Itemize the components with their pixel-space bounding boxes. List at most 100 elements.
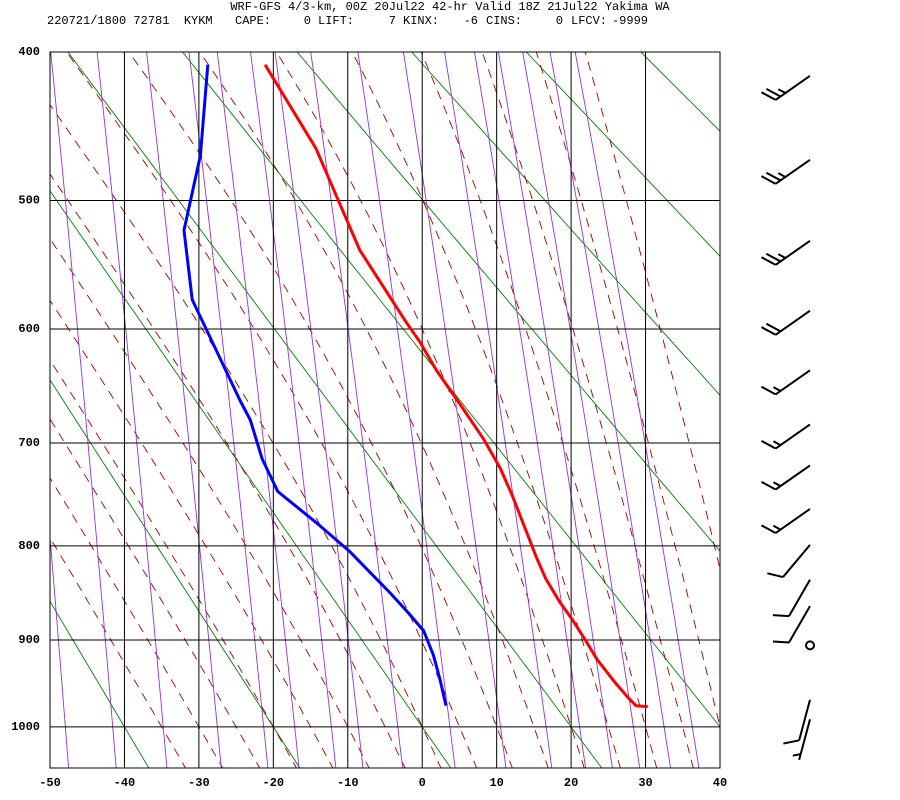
barb-feather <box>772 524 781 531</box>
mixing-ratio-line <box>50 531 70 768</box>
index-value: 7 <box>389 14 396 28</box>
dry-adiabat <box>640 52 720 132</box>
barb-staff <box>788 605 811 643</box>
wind-barb <box>783 699 811 745</box>
moist-adiabat <box>351 52 621 768</box>
dry-adiabat <box>67 52 603 768</box>
mixing-ratio-line <box>274 52 364 768</box>
index-value: -9999 <box>612 14 648 28</box>
barb-staff <box>798 719 811 761</box>
index-label: LIFT: <box>318 14 354 28</box>
moist-adiabat <box>50 238 370 768</box>
x-tick-label: -10 <box>337 776 359 790</box>
station-id: 220721/1800 72781 KYKM <box>47 14 213 28</box>
barb-staff <box>788 579 811 617</box>
x-tick-label: 10 <box>489 776 503 790</box>
dry-adiabat <box>50 600 150 768</box>
mixing-ratio-line <box>402 52 507 768</box>
wind-barb <box>772 605 811 644</box>
mixing-ratio-line <box>310 52 404 768</box>
barb-feather <box>765 322 781 333</box>
moist-adiabat <box>50 103 442 768</box>
wind-barb <box>760 309 811 336</box>
moist-adiabat <box>481 52 694 768</box>
index-label: CAPE: <box>235 14 271 28</box>
barb-feather <box>777 88 786 94</box>
barb-feather <box>760 480 777 491</box>
wind-barb <box>760 423 811 450</box>
mixing-ratio-line <box>549 52 671 768</box>
chart-title: WRF-GFS 4/3-km, 00Z 20Jul22 42-hr Valid … <box>230 0 670 14</box>
barb-feather <box>777 253 786 259</box>
wind-barb <box>760 239 811 266</box>
y-tick-label: 900 <box>18 633 40 647</box>
barb-feather <box>760 326 777 336</box>
x-tick-label: -50 <box>39 776 61 790</box>
y-tick-label: 400 <box>18 45 40 59</box>
barb-feather <box>760 439 777 450</box>
barb-feather <box>760 175 777 185</box>
index-label: LFCV: <box>571 14 607 28</box>
barb-feather <box>767 572 784 579</box>
wind-barb <box>760 464 811 491</box>
moist-adiabat <box>50 299 334 768</box>
barb-feather <box>765 87 781 98</box>
barb-staff <box>775 508 811 534</box>
mixing-ratio-line <box>474 52 587 768</box>
barb-feather <box>760 524 777 534</box>
barb-staff <box>798 699 811 741</box>
mixing-ratio-line <box>216 52 300 768</box>
barb-feather <box>772 440 781 446</box>
mixing-ratio-line <box>497 52 613 768</box>
index-value: 0 <box>304 14 311 28</box>
profile-line <box>182 64 448 707</box>
barb-feather <box>765 171 781 182</box>
wind-barb <box>760 75 811 101</box>
barb-staff <box>775 158 811 185</box>
barb-feather <box>772 386 781 392</box>
barb-feather <box>760 385 777 396</box>
barb-staff <box>775 309 811 336</box>
barb-staff <box>775 239 811 266</box>
barb-feather <box>760 91 777 101</box>
index-value: -6 <box>464 14 478 28</box>
y-tick-label: 800 <box>18 539 40 553</box>
barb-staff <box>775 423 811 450</box>
calm-circle <box>805 640 815 651</box>
mixing-ratio-line <box>146 52 222 768</box>
moist-adiabat <box>50 359 297 768</box>
dry-adiabat <box>834 19 900 784</box>
barb-staff <box>782 544 811 578</box>
dry-adiabat <box>296 52 720 552</box>
mixing-ratio-line <box>50 52 117 768</box>
index-label: KINX: <box>403 14 439 28</box>
wind-barb <box>760 158 811 185</box>
y-tick-label: 600 <box>18 322 40 336</box>
profiles <box>182 64 648 709</box>
moist-adiabat <box>199 52 549 768</box>
moist-adiabat <box>584 52 720 571</box>
barb-feather <box>777 172 786 178</box>
mixing-ratio-line <box>188 52 269 768</box>
plot-frame <box>49 51 721 769</box>
x-tick-label: 20 <box>564 776 578 790</box>
wind-barb <box>805 640 815 651</box>
mixing-ratio-line <box>250 52 337 768</box>
x-tick-label: 30 <box>638 776 652 790</box>
y-tick-label: 500 <box>18 194 40 208</box>
moist-adiabat <box>50 477 224 768</box>
x-tick-label: 0 <box>419 776 426 790</box>
moist-adiabat <box>66 52 478 768</box>
index-value: 0 <box>556 14 563 28</box>
dry-adiabat <box>525 52 720 257</box>
dry-adiabat <box>50 379 301 768</box>
grid <box>49 51 721 768</box>
x-tick-label: 40 <box>713 776 727 790</box>
background-lines <box>50 19 900 784</box>
wind-barb <box>772 579 811 618</box>
dry-adiabat <box>411 52 720 396</box>
x-tick-label: -20 <box>263 776 285 790</box>
moist-adiabat <box>420 52 658 768</box>
